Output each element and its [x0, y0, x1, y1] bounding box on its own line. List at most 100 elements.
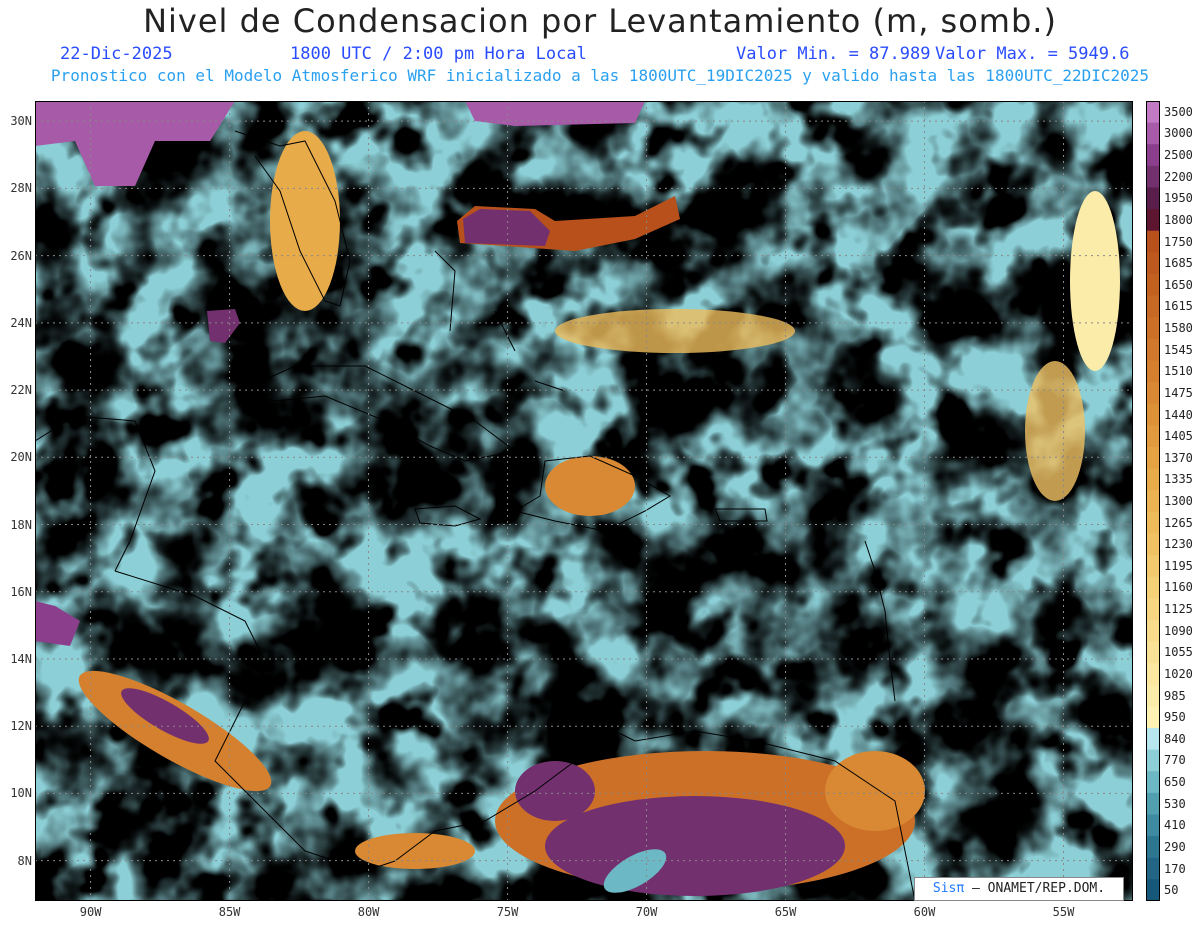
colorbar-swatch	[1146, 663, 1160, 686]
colorbar-swatch	[1146, 209, 1160, 232]
colorbar-swatch	[1146, 252, 1160, 275]
colorbar-label: 1020	[1164, 666, 1193, 681]
lon-label: 85W	[218, 905, 241, 919]
colorbar-swatch	[1146, 598, 1160, 621]
colorbar-label: 1195	[1164, 558, 1193, 573]
lat-label: 28N	[10, 181, 32, 196]
colorbar-label: 290	[1164, 839, 1186, 854]
lon-label: 65W	[774, 905, 797, 919]
colorbar-label: 1125	[1164, 602, 1193, 617]
colorbar-swatch	[1146, 425, 1160, 448]
lat-label: 12N	[10, 719, 32, 734]
colorbar-label: 1685	[1164, 256, 1193, 271]
chart-title: Nivel de Condensacion por Levantamiento …	[143, 2, 1057, 40]
cuba-coast	[238, 365, 517, 462]
colorbar-swatch	[1146, 446, 1160, 470]
time-label: 1800 UTC / 2:00 pm Hora Local	[290, 44, 587, 64]
colorbar-label: 2500	[1164, 148, 1193, 163]
colorbar-swatch	[1146, 749, 1160, 772]
colorbar-swatch	[1146, 317, 1160, 340]
jamaica-coast	[414, 505, 482, 527]
colorbar-frame	[1146, 101, 1160, 901]
colorbar-label: 1160	[1164, 580, 1193, 595]
colorbar-label: 1800	[1164, 212, 1193, 227]
colorbar-swatch	[1146, 728, 1160, 751]
lat-label: 16N	[10, 584, 32, 599]
colorbar-label: 1475	[1164, 385, 1193, 400]
colorbar-swatch	[1146, 273, 1160, 297]
lat-label: 8N	[17, 853, 32, 868]
colorbar-label: 1615	[1164, 299, 1193, 314]
florida-coast	[234, 130, 351, 307]
colorbar-label: 3500	[1164, 104, 1193, 119]
map-frame	[35, 101, 1133, 901]
colorbar-swatch	[1146, 230, 1160, 253]
colorbar-swatch	[1146, 295, 1160, 318]
colorbar-swatch	[1146, 619, 1160, 643]
colorbar-label: 1545	[1164, 342, 1193, 357]
colorbar-swatch	[1146, 792, 1160, 816]
colorbar-swatch	[1146, 101, 1160, 124]
colorbar-label: 530	[1164, 796, 1186, 811]
colorbar-label: 1950	[1164, 191, 1193, 206]
colorbar-label: 410	[1164, 818, 1186, 833]
max-value-label: Valor Max. = 5949.6	[935, 44, 1130, 64]
colorbar-label: 950	[1164, 710, 1186, 725]
colorbar-swatch	[1146, 857, 1160, 880]
lon-label: 60W	[913, 905, 936, 919]
lcl-map	[35, 101, 1133, 901]
colorbar-swatch	[1146, 706, 1160, 729]
lat-label: 14N	[10, 651, 32, 666]
south-america-coast	[394, 720, 916, 901]
puerto-rico-coast	[714, 508, 768, 522]
lat-label: 26N	[10, 248, 32, 263]
colorbar-label: 1510	[1164, 364, 1193, 379]
colorbar-swatch	[1146, 468, 1160, 491]
lon-label: 75W	[496, 905, 519, 919]
colorbar-swatch	[1146, 144, 1160, 167]
lat-label: 24N	[10, 315, 32, 330]
colorbar-label: 650	[1164, 775, 1186, 790]
colorbar-swatch	[1146, 836, 1160, 859]
colorbar-swatch	[1146, 382, 1160, 405]
sis-logo-text: Sisπ	[932, 881, 965, 896]
lon-label: 90W	[79, 905, 102, 919]
yucatan-coast	[35, 415, 156, 572]
lon-label: 55W	[1052, 905, 1075, 919]
colorbar-swatch	[1146, 684, 1160, 707]
colorbar-swatch	[1146, 187, 1160, 210]
lat-label: 30N	[10, 114, 32, 129]
colorbar-label: 1265	[1164, 515, 1193, 530]
lon-label: 80W	[357, 905, 380, 919]
colorbar-label: 985	[1164, 688, 1186, 703]
colorbar-label: 1405	[1164, 429, 1193, 444]
colorbar-label: 770	[1164, 753, 1186, 768]
min-value-label: Valor Min. = 87.989	[736, 44, 931, 64]
colorbar-swatch	[1146, 879, 1160, 901]
credit-text: – ONAMET/REP.DOM.	[964, 881, 1106, 896]
lat-label: 22N	[10, 383, 32, 398]
lat-label: 20N	[10, 450, 32, 465]
bahamas	[434, 250, 566, 392]
lon-label: 70W	[635, 905, 658, 919]
graticule	[35, 101, 1133, 901]
colorbar-label: 1650	[1164, 277, 1193, 292]
lat-label: 18N	[10, 517, 32, 532]
colorbar-label: 840	[1164, 731, 1186, 746]
colorbar-label: 1090	[1164, 623, 1193, 638]
colorbar-swatch	[1146, 576, 1160, 599]
colorbar-swatch	[1146, 403, 1160, 426]
colorbar-label: 1750	[1164, 234, 1193, 249]
colorbar-swatch	[1146, 511, 1160, 534]
colorbar-swatch	[1146, 641, 1160, 664]
colorbar-label: 1300	[1164, 494, 1193, 508]
model-info-label: Pronostico con el Modelo Atmosferico WRF…	[50, 66, 1150, 85]
colorbar-label: 3000	[1164, 126, 1193, 141]
colorbar-label: 50	[1164, 883, 1179, 898]
hispaniola-coast	[513, 455, 671, 532]
colorbar-swatch	[1146, 165, 1160, 188]
lat-label: 10N	[10, 786, 32, 801]
date-label: 22-Dic-2025	[60, 44, 173, 64]
colorbar-label: 1055	[1164, 645, 1193, 660]
colorbar-swatch	[1146, 555, 1160, 578]
